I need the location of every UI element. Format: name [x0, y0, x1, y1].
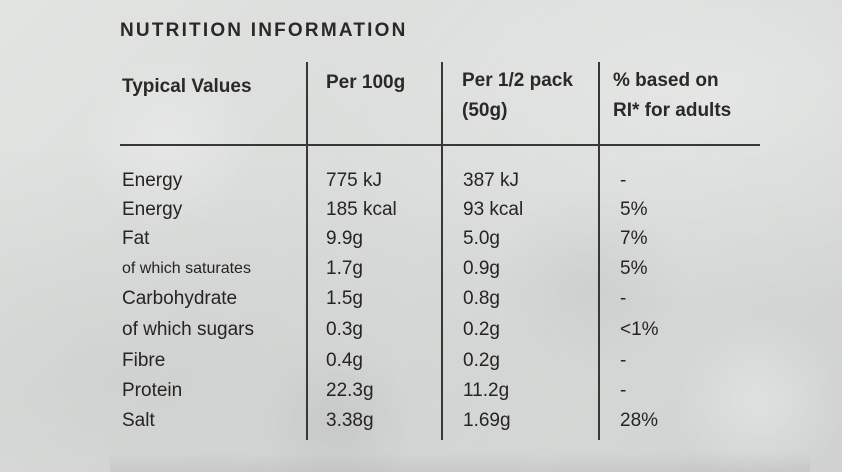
cropped-footer-shadow	[110, 452, 810, 472]
header-per-half-pack: Per 1/2 pack (50g)	[462, 66, 573, 126]
header-per-half-pack-line2: (50g)	[462, 100, 508, 121]
value-per-half-pack: 387 kJ	[463, 170, 519, 191]
value-per-half-pack: 93 kcal	[463, 199, 524, 220]
column-divider	[306, 62, 308, 440]
table-row: Fat 9.9g 5.0g 7%	[0, 224, 842, 254]
nutrient-label: Salt	[122, 410, 155, 431]
table-row: Energy 775 kJ 387 kJ -	[0, 166, 842, 196]
value-per-half-pack: 0.2g	[463, 350, 500, 371]
column-divider	[598, 62, 600, 440]
value-per-half-pack: 0.8g	[463, 288, 500, 309]
nutrient-label: Protein	[122, 380, 183, 401]
value-per-100g: 22.3g	[326, 380, 374, 401]
nutrient-label: Fibre	[122, 350, 166, 371]
header-per-100g: Per 100g	[326, 72, 406, 93]
table-row: Carbohydrate 1.5g 0.8g -	[0, 284, 842, 314]
value-ri: -	[620, 380, 627, 401]
value-per-half-pack: 11.2g	[463, 380, 510, 401]
nutrient-label: Fat	[122, 228, 150, 249]
nutrient-label: of which saturates	[122, 260, 251, 277]
value-per-100g: 775 kJ	[326, 170, 382, 191]
value-per-100g: 185 kcal	[326, 199, 397, 220]
value-per-100g: 0.3g	[326, 319, 363, 340]
value-per-100g: 9.9g	[326, 228, 363, 249]
value-ri: 5%	[620, 199, 648, 220]
value-ri: -	[620, 350, 627, 371]
column-divider	[441, 62, 443, 440]
value-ri: 7%	[620, 228, 648, 249]
value-ri: <1%	[620, 319, 659, 340]
header-ri: % based on RI* for adults	[613, 66, 731, 126]
table-row: Fibre 0.4g 0.2g -	[0, 346, 842, 376]
value-per-100g: 3.38g	[326, 410, 374, 431]
header-per-half-pack-line1: Per 1/2 pack	[462, 70, 573, 91]
table-row: Salt 3.38g 1.69g 28%	[0, 406, 842, 436]
nutrient-label: Energy	[122, 199, 183, 220]
table-row: Energy 185 kcal 93 kcal 5%	[0, 195, 842, 225]
table-row: of which saturates 1.7g 0.9g 5%	[0, 254, 842, 284]
nutrition-title: NUTRITION INFORMATION	[120, 20, 408, 41]
nutrient-label: Carbohydrate	[122, 288, 238, 309]
value-ri: 28%	[620, 410, 659, 431]
value-per-100g: 1.5g	[326, 288, 363, 309]
value-per-half-pack: 0.9g	[463, 258, 500, 279]
value-ri: -	[620, 288, 627, 309]
header-ri-line2: RI* for adults	[613, 100, 732, 121]
nutrient-label: Energy	[122, 170, 183, 191]
table-row: of which sugars 0.3g 0.2g <1%	[0, 315, 842, 345]
value-ri: 5%	[620, 258, 648, 279]
value-per-100g: 0.4g	[326, 350, 363, 371]
table-row: Protein 22.3g 11.2g -	[0, 376, 842, 406]
header-typical-values: Typical Values	[122, 76, 252, 97]
value-per-half-pack: 0.2g	[463, 319, 500, 340]
nutrient-label: of which sugars	[122, 319, 255, 340]
value-per-half-pack: 1.69g	[463, 410, 511, 431]
header-divider	[120, 144, 760, 146]
header-ri-line1: % based on	[613, 70, 719, 91]
value-ri: -	[620, 170, 627, 191]
value-per-100g: 1.7g	[326, 258, 363, 279]
value-per-half-pack: 5.0g	[463, 228, 500, 249]
